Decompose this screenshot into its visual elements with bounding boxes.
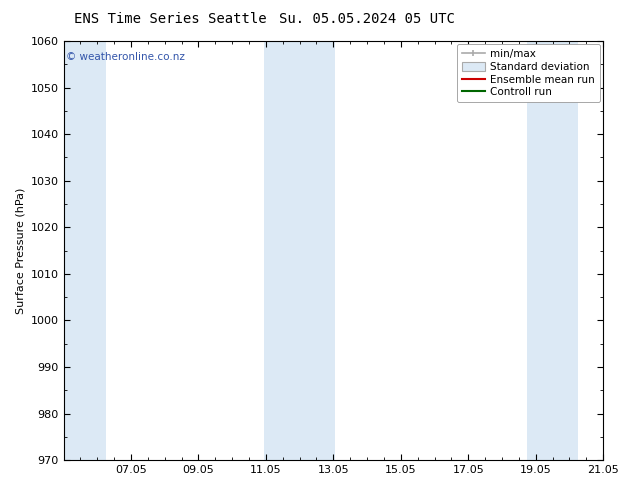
Text: Su. 05.05.2024 05 UTC: Su. 05.05.2024 05 UTC bbox=[279, 12, 455, 26]
Y-axis label: Surface Pressure (hPa): Surface Pressure (hPa) bbox=[15, 187, 25, 314]
Text: © weatheronline.co.nz: © weatheronline.co.nz bbox=[66, 51, 185, 62]
Bar bbox=[63, 41, 106, 460]
Bar bbox=[527, 41, 578, 460]
Bar bbox=[264, 41, 335, 460]
Legend: min/max, Standard deviation, Ensemble mean run, Controll run: min/max, Standard deviation, Ensemble me… bbox=[456, 44, 600, 102]
Text: ENS Time Series Seattle: ENS Time Series Seattle bbox=[74, 12, 266, 26]
